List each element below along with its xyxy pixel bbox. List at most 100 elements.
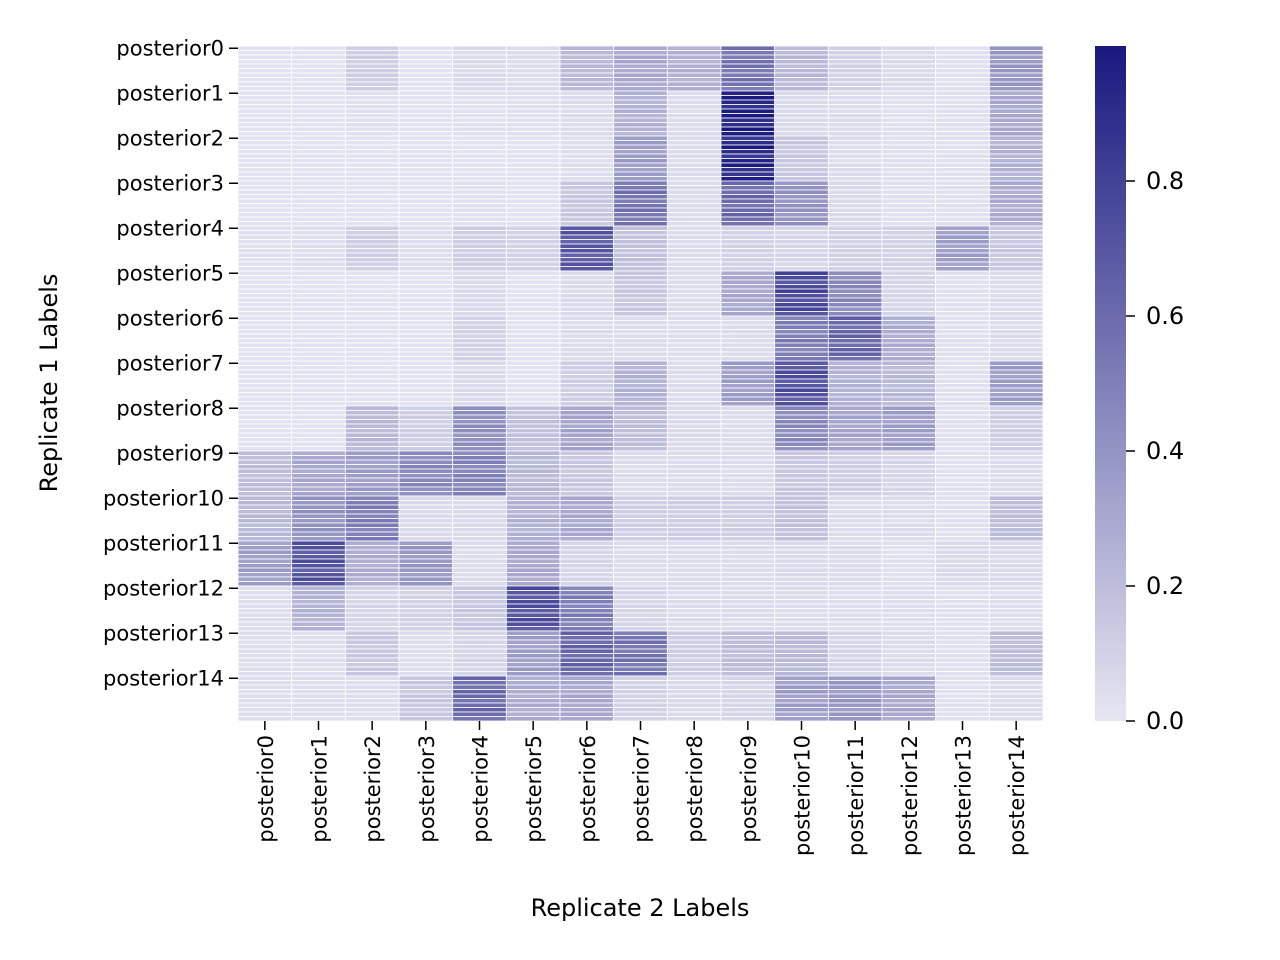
heatmap-cell bbox=[881, 333, 937, 339]
heatmap-cell bbox=[505, 104, 561, 110]
heatmap-cell bbox=[988, 369, 1044, 375]
heatmap-cell bbox=[720, 446, 776, 452]
heatmap-cell bbox=[505, 437, 561, 443]
heatmap-cell bbox=[935, 257, 990, 263]
heatmap-cell bbox=[505, 576, 561, 582]
heatmap-cell bbox=[505, 279, 561, 285]
heatmap-cell bbox=[613, 225, 668, 231]
heatmap-cell bbox=[344, 360, 400, 366]
heatmap-cell bbox=[452, 239, 507, 245]
heatmap-cell bbox=[291, 149, 346, 155]
heatmap-cell bbox=[720, 135, 776, 141]
heatmap-cell bbox=[827, 50, 883, 56]
heatmap-cell bbox=[237, 459, 293, 465]
heatmap-cell bbox=[613, 288, 668, 294]
heatmap-cell bbox=[720, 122, 776, 128]
heatmap-cell bbox=[344, 576, 400, 582]
heatmap-cell bbox=[398, 144, 454, 150]
heatmap-cell bbox=[505, 428, 561, 434]
heatmap-cell bbox=[559, 392, 615, 398]
heatmap-cell bbox=[505, 95, 561, 101]
heatmap-cell bbox=[666, 63, 722, 69]
heatmap-cell bbox=[344, 657, 400, 663]
x-tick-label: posterior5 bbox=[522, 735, 546, 843]
heatmap-cell bbox=[774, 509, 829, 515]
heatmap-cell bbox=[720, 302, 776, 308]
heatmap-cell bbox=[452, 153, 507, 159]
heatmap-cell bbox=[774, 432, 829, 438]
heatmap-cell bbox=[988, 666, 1044, 672]
heatmap-cell bbox=[774, 545, 829, 551]
heatmap-cell bbox=[452, 396, 507, 402]
heatmap-cell bbox=[666, 225, 722, 231]
heatmap-cell bbox=[827, 86, 883, 92]
heatmap-cell bbox=[988, 95, 1044, 101]
heatmap-cell bbox=[774, 437, 829, 443]
heatmap-cell bbox=[237, 612, 293, 618]
heatmap-cell bbox=[827, 531, 883, 537]
x-tick-label: posterior14 bbox=[1005, 735, 1029, 856]
heatmap-cell bbox=[988, 306, 1044, 312]
heatmap-cell bbox=[613, 626, 668, 632]
heatmap-cell bbox=[935, 396, 990, 402]
heatmap-cell bbox=[559, 401, 615, 407]
heatmap-cell bbox=[613, 702, 668, 708]
heatmap-cell bbox=[666, 419, 722, 425]
heatmap-cell bbox=[505, 194, 561, 200]
heatmap-cell bbox=[988, 144, 1044, 150]
heatmap-cell bbox=[827, 491, 883, 497]
heatmap-cell bbox=[344, 563, 400, 569]
heatmap-cell bbox=[988, 248, 1044, 254]
heatmap-cell bbox=[881, 266, 937, 272]
heatmap-cell bbox=[505, 351, 561, 357]
heatmap-cell bbox=[666, 230, 722, 236]
heatmap-cell bbox=[881, 392, 937, 398]
heatmap-cell bbox=[613, 635, 668, 641]
heatmap-cell bbox=[613, 563, 668, 569]
heatmap-cell bbox=[720, 504, 776, 510]
heatmap-cell bbox=[452, 288, 507, 294]
heatmap-cell bbox=[827, 648, 883, 654]
heatmap-cell bbox=[666, 567, 722, 573]
heatmap-cell bbox=[398, 635, 454, 641]
heatmap-cell bbox=[452, 45, 507, 51]
heatmap-cell bbox=[505, 441, 561, 447]
heatmap-cell bbox=[666, 293, 722, 299]
heatmap-cell bbox=[398, 207, 454, 213]
heatmap-cell bbox=[559, 338, 615, 344]
heatmap-cell bbox=[666, 81, 722, 87]
heatmap-cell bbox=[613, 693, 668, 699]
heatmap-cell bbox=[344, 54, 400, 60]
heatmap-cell bbox=[827, 585, 883, 591]
heatmap-cell bbox=[291, 153, 346, 159]
heatmap-cell bbox=[935, 72, 990, 78]
heatmap-cell bbox=[881, 342, 937, 348]
heatmap-cell bbox=[344, 216, 400, 222]
heatmap-cell bbox=[559, 630, 615, 636]
heatmap-cell bbox=[398, 671, 454, 677]
heatmap-cell bbox=[666, 95, 722, 101]
heatmap-cell bbox=[720, 117, 776, 123]
heatmap-cell bbox=[881, 104, 937, 110]
heatmap-cell bbox=[559, 297, 615, 303]
heatmap-cell bbox=[452, 194, 507, 200]
heatmap-cell bbox=[398, 63, 454, 69]
heatmap-cell bbox=[237, 203, 293, 209]
heatmap-cell bbox=[774, 194, 829, 200]
heatmap-cell bbox=[881, 216, 937, 222]
heatmap-cell bbox=[613, 140, 668, 146]
heatmap-cell bbox=[988, 459, 1044, 465]
heatmap-cell bbox=[827, 153, 883, 159]
heatmap-cell bbox=[237, 243, 293, 249]
x-tick-label: posterior7 bbox=[630, 735, 654, 843]
heatmap-cell bbox=[505, 266, 561, 272]
heatmap-cell bbox=[452, 315, 507, 321]
heatmap-cell bbox=[452, 621, 507, 627]
heatmap-cell bbox=[613, 216, 668, 222]
heatmap-cell bbox=[344, 536, 400, 542]
heatmap-cell bbox=[291, 558, 346, 564]
heatmap-cell bbox=[559, 63, 615, 69]
heatmap-cell bbox=[988, 153, 1044, 159]
x-tick-label: posterior2 bbox=[361, 735, 385, 843]
heatmap-cell bbox=[774, 347, 829, 353]
